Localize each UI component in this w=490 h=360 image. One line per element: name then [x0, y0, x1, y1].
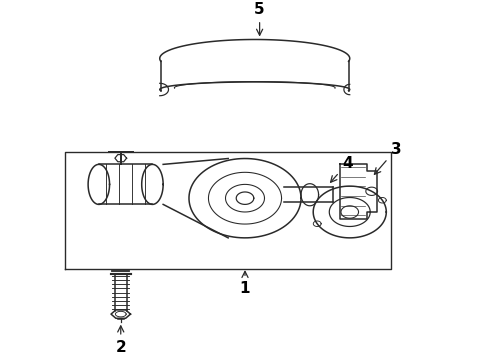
Text: 4: 4 — [331, 156, 353, 182]
Text: 1: 1 — [240, 271, 250, 296]
Text: 3: 3 — [374, 142, 401, 174]
Text: 5: 5 — [254, 2, 265, 35]
Text: 2: 2 — [115, 326, 126, 355]
